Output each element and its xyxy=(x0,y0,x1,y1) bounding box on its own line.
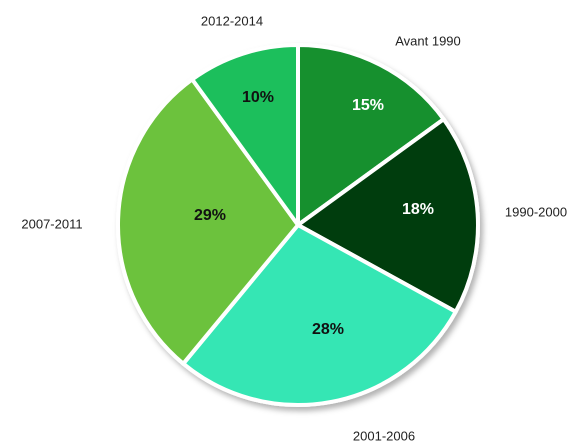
category-label: 1990-2000 xyxy=(505,204,567,219)
pie-slice xyxy=(181,223,458,407)
data-label: 28% xyxy=(312,321,344,338)
pie-slice xyxy=(190,43,300,227)
data-label: 10% xyxy=(242,89,274,106)
pie-slice xyxy=(296,117,480,314)
pie xyxy=(116,43,480,407)
data-label: 29% xyxy=(194,207,226,224)
category-label: 2001-2006 xyxy=(353,428,415,443)
pie-slice xyxy=(296,43,446,227)
pie-slice xyxy=(116,77,300,366)
category-label: Avant 1990 xyxy=(395,33,461,48)
category-label: 2012-2014 xyxy=(201,13,263,28)
data-label: 15% xyxy=(352,97,384,114)
data-label: 18% xyxy=(402,201,434,218)
category-label: 2007-2011 xyxy=(21,216,82,231)
